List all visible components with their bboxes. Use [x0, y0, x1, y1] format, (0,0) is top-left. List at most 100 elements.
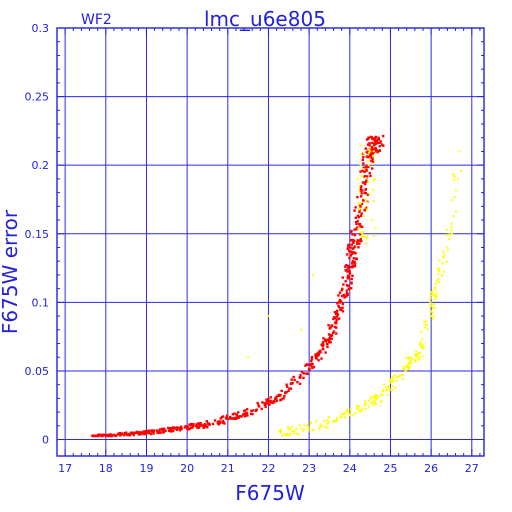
scatter-point-red — [287, 389, 290, 393]
scatter-point-red — [321, 347, 325, 351]
scatter-point-yellow — [426, 328, 429, 331]
scatter-point-yellow — [357, 408, 360, 411]
scatter-point-yellow — [346, 409, 349, 412]
scatter-point-yellow — [288, 434, 291, 437]
scatter-point-red — [350, 252, 354, 255]
scatter-point-yellow — [430, 315, 433, 318]
scatter-point-yellow — [431, 292, 434, 295]
scatter-point-yellow — [340, 413, 343, 416]
scatter-point-yellow — [416, 355, 419, 358]
scatter-point-yellow — [324, 425, 327, 428]
scatter-point-yellow — [359, 153, 362, 156]
scatter-point-red — [249, 412, 253, 416]
data-points — [91, 134, 463, 438]
scatter-point-red — [360, 192, 363, 195]
x-tick-label: 17 — [58, 462, 72, 475]
scatter-point-yellow — [391, 389, 394, 392]
scatter-point-red — [245, 411, 249, 415]
scatter-point-red — [256, 401, 259, 405]
scatter-point-red — [321, 341, 325, 344]
y-tick-label: 0.15 — [25, 228, 50, 241]
scatter-point-yellow — [360, 231, 363, 234]
scatter-point-red — [213, 419, 217, 422]
scatter-point-red — [243, 409, 247, 412]
scatter-point-yellow — [402, 365, 405, 368]
scatter-point-red — [356, 195, 359, 199]
scatter-point-red — [353, 245, 357, 248]
scatter-point-yellow — [431, 317, 434, 320]
scatter-point-red — [292, 375, 295, 379]
scatter-point-red — [362, 166, 366, 169]
scatter-point-yellow — [368, 193, 371, 196]
scatter-point-red — [330, 334, 333, 338]
scatter-point-red — [229, 415, 232, 419]
scatter-point-yellow — [367, 159, 370, 162]
scatter-point-yellow — [374, 394, 377, 397]
y-tick-label: 0.05 — [25, 365, 50, 378]
scatter-point-red — [363, 175, 366, 178]
scatter-point-red — [365, 175, 369, 178]
scatter-point-yellow — [348, 414, 351, 417]
scatter-point-red — [344, 280, 347, 283]
scatter-point-yellow — [414, 353, 417, 356]
scatter-point-red — [310, 362, 313, 366]
scatter-point-yellow — [454, 210, 457, 213]
scatter-point-red — [329, 341, 332, 344]
scatter-point-yellow — [408, 358, 411, 361]
scatter-point-red — [324, 339, 327, 342]
scatter-point-red — [365, 155, 368, 158]
scatter-point-yellow — [454, 189, 457, 192]
scatter-point-red — [246, 414, 249, 417]
scatter-point-red — [245, 408, 249, 411]
scatter-point-yellow — [358, 207, 361, 210]
scatter-point-red — [268, 403, 271, 406]
scatter-point-red — [365, 165, 368, 168]
scatter-point-yellow — [394, 376, 397, 379]
scatter-point-yellow — [433, 303, 436, 306]
scatter-point-red — [186, 425, 189, 429]
scatter-point-yellow — [407, 368, 410, 371]
scatter-point-red — [368, 141, 371, 145]
scatter-point-yellow — [438, 267, 441, 270]
scatter-point-red — [284, 391, 287, 395]
scatter-point-red — [356, 240, 359, 244]
scatter-point-red — [331, 331, 335, 335]
scatter-point-yellow — [365, 201, 368, 204]
scatter-point-yellow — [429, 297, 432, 300]
scatter-point-red — [335, 332, 338, 335]
scatter-point-red — [351, 247, 355, 250]
scatter-point-yellow — [433, 298, 436, 301]
scatter-point-red — [199, 423, 203, 426]
scatter-point-red — [373, 139, 377, 143]
scatter-point-red — [354, 220, 358, 224]
scatter-point-red — [372, 151, 375, 154]
scatter-point-red — [186, 428, 190, 431]
scatter-point-yellow — [388, 379, 391, 382]
scatter-point-red — [159, 431, 162, 435]
scatter-point-red — [114, 434, 118, 437]
scatter-point-red — [354, 206, 357, 209]
scatter-point-red — [326, 342, 329, 346]
scatter-point-yellow — [429, 304, 432, 307]
scatter-point-yellow — [373, 402, 376, 405]
scatter-point-red — [184, 425, 187, 428]
scatter-point-yellow — [450, 222, 453, 225]
scatter-point-red — [372, 138, 375, 141]
scatter-point-red — [260, 407, 263, 411]
scatter-point-red — [279, 398, 282, 402]
scatter-point-red — [365, 179, 368, 182]
scatter-point-red — [147, 431, 151, 435]
scatter-point-red — [351, 265, 354, 269]
scatter-point-red — [305, 372, 308, 375]
scatter-point-yellow — [418, 343, 421, 346]
scatter-point-yellow — [367, 181, 370, 184]
scatter-point-red — [264, 405, 267, 409]
scatter-point-red — [341, 302, 345, 306]
scatter-point-yellow — [424, 326, 427, 329]
scatter-point-red — [338, 291, 342, 294]
scatter-point-red — [201, 424, 205, 427]
scatter-point-red — [208, 423, 211, 426]
scatter-point-yellow — [373, 400, 376, 403]
scatter-point-red — [357, 239, 360, 242]
scatter-point-red — [257, 405, 261, 408]
